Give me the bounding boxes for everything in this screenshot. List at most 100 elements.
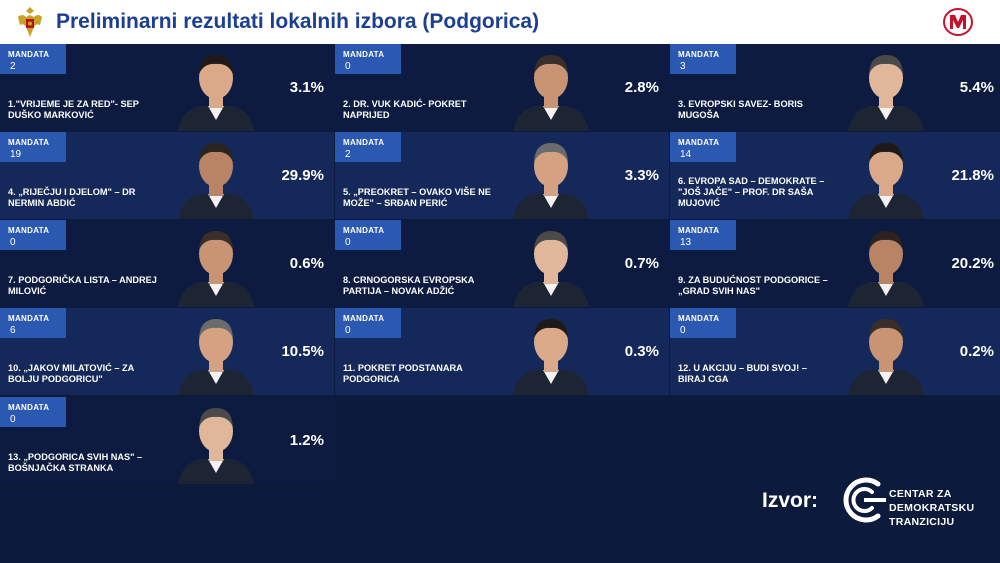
mandate-box: MANDATA 3	[670, 44, 736, 74]
candidate-photo	[513, 143, 589, 219]
candidate-photo	[178, 55, 254, 131]
party-name: 3. EVROPSKI SAVEZ- BORIS MUGOŠA	[678, 99, 803, 120]
mandate-label: MANDATA	[8, 138, 50, 147]
vote-percentage: 3.3%	[624, 167, 659, 184]
vote-percentage: 0.2%	[959, 343, 994, 360]
result-card: MANDATA 0 2. DR. VUK KADIĆ- POKRET NAPRIJE…	[335, 44, 669, 131]
vote-percentage: 0.3%	[624, 343, 659, 360]
mandate-count: 0	[345, 237, 351, 248]
mandate-count: 0	[345, 61, 351, 72]
mandate-count: 13	[680, 237, 692, 248]
mandate-label: MANDATA	[8, 403, 50, 412]
party-name: 4. „RIJEČJU I DJELOM" – DR NERMIN ABDIĆ	[8, 187, 136, 208]
vote-percentage: 1.2%	[289, 432, 324, 449]
mandate-count: 2	[10, 61, 16, 72]
party-name: 8. CRNOGORSKA EVROPSKA PARTIJA – NOVAK A…	[343, 275, 475, 296]
result-card: MANDATA 0 12. U AKCIJU – BUDI SVOJ! – BIRA…	[670, 308, 1000, 395]
source-label: Izvor:	[762, 489, 819, 512]
mandate-label: MANDATA	[678, 226, 720, 235]
mandate-label: MANDATA	[678, 138, 720, 147]
mandate-label: MANDATA	[678, 50, 720, 59]
mandate-label: MANDATA	[343, 226, 385, 235]
party-name: 12. U AKCIJU – BUDI SVOJ! – BIRAJ CGA	[678, 363, 807, 384]
party-name: 9. ZA BUDUĆNOST PODGORICE – „GRAD SVIH N…	[678, 275, 828, 296]
mandate-count: 3	[680, 61, 686, 72]
result-card: MANDATA 0 7. PODGORIČKA LISTA – ANDREJ MIL…	[0, 220, 334, 307]
party-name: 2. DR. VUK KADIĆ- POKRET NAPRIJED	[343, 99, 467, 120]
header-bar: Preliminarni rezultati lokalnih izbora (…	[0, 0, 1000, 44]
vote-percentage: 21.8%	[951, 167, 994, 184]
result-card: MANDATA 19 4. „RIJEČJU I DJELOM" – DR NERM…	[0, 132, 334, 219]
result-card: MANDATA 13 9. ZA BUDUĆNOST PODGORICE – „GR…	[670, 220, 1000, 307]
mandate-box: MANDATA 0	[0, 397, 66, 427]
party-name: 1."VRIJEME JE ZA RED"- SEP DUŠKO MARKOVI…	[8, 99, 139, 120]
candidate-photo	[513, 55, 589, 131]
mandate-box: MANDATA 0	[0, 220, 66, 250]
mandate-label: MANDATA	[678, 314, 720, 323]
vote-percentage: 5.4%	[959, 79, 994, 96]
mandate-label: MANDATA	[343, 314, 385, 323]
mandate-box: MANDATA 2	[0, 44, 66, 74]
mandate-count: 0	[680, 325, 686, 336]
party-name: 5. „PREOKRET – OVAKO VIŠE NE MOŽE" – SRĐ…	[343, 187, 491, 208]
montenegro-crest-icon	[18, 7, 42, 37]
mandate-box: MANDATA 2	[335, 132, 401, 162]
result-card: MANDATA 14 6. EVROPA SAD – DEMOKRATE – "JO…	[670, 132, 1000, 219]
result-card: MANDATA 2 5. „PREOKRET – OVAKO VIŠE NE MOŽ…	[335, 132, 669, 219]
mandate-label: MANDATA	[8, 50, 50, 59]
candidate-photo	[178, 231, 254, 307]
mandate-count: 14	[680, 149, 692, 160]
mandate-count: 19	[10, 149, 22, 160]
org-name-line-2: DEMOKRATSKU	[889, 502, 975, 514]
vote-percentage: 20.2%	[951, 255, 994, 272]
candidate-photo	[178, 408, 254, 484]
vote-percentage: 0.6%	[289, 255, 324, 272]
party-name: 10. „JAKOV MILATOVIĆ – ZA BOLJU PODGORIC…	[8, 363, 134, 384]
mandate-box: MANDATA 14	[670, 132, 736, 162]
mandate-label: MANDATA	[343, 138, 385, 147]
mandate-box: MANDATA 0	[670, 308, 736, 338]
brand-m-logo-icon	[943, 8, 973, 36]
candidate-photo	[848, 143, 924, 219]
mandate-count: 2	[345, 149, 351, 160]
mandate-count: 0	[10, 237, 16, 248]
candidate-photo	[178, 319, 254, 395]
mandate-count: 6	[10, 325, 16, 336]
mandate-box: MANDATA 19	[0, 132, 66, 162]
vote-percentage: 29.9%	[281, 167, 324, 184]
org-name-line-3: TRANZICIJU	[889, 516, 955, 528]
candidate-photo	[848, 319, 924, 395]
party-name: 13. „PODGORICA SVIH NAS" – BOŠNJAČKA STR…	[8, 452, 143, 473]
mandate-count: 0	[345, 325, 351, 336]
party-name: 6. EVROPA SAD – DEMOKRATE – "JOŠ JAČE" –…	[678, 176, 825, 208]
mandate-box: MANDATA 6	[0, 308, 66, 338]
mandate-box: MANDATA 13	[670, 220, 736, 250]
party-name: 7. PODGORIČKA LISTA – ANDREJ MILOVIĆ	[8, 275, 157, 296]
page-title: Preliminarni rezultati lokalnih izbora (…	[56, 10, 540, 33]
mandate-count: 0	[10, 414, 16, 425]
vote-percentage: 2.8%	[624, 79, 659, 96]
vote-percentage: 3.1%	[289, 79, 324, 96]
candidate-photo	[513, 231, 589, 307]
result-card: MANDATA 3 3. EVROPSKI SAVEZ- BORIS MUGOŠA 5…	[670, 44, 1000, 131]
result-card: MANDATA 0 8. CRNOGORSKA EVROPSKA PARTIJA –…	[335, 220, 669, 307]
org-name-line-1: CENTAR ZA	[889, 488, 952, 500]
result-card: MANDATA 0 13. „PODGORICA SVIH NAS" – BOŠNJ…	[0, 397, 334, 484]
result-card: MANDATA 6 10. „JAKOV MILATOVIĆ – ZA BOLJU …	[0, 308, 334, 395]
mandate-box: MANDATA 0	[335, 220, 401, 250]
vote-percentage: 10.5%	[281, 343, 324, 360]
result-card: MANDATA 0 11. POKRET PODSTANARA PODGORICA 0…	[335, 308, 669, 395]
result-card: MANDATA 2 1."VRIJEME JE ZA RED"- SEP DUŠKO…	[0, 44, 334, 131]
cdt-logo-icon	[843, 477, 886, 523]
candidate-photo	[178, 143, 254, 219]
candidate-photo	[848, 55, 924, 131]
mandate-label: MANDATA	[8, 314, 50, 323]
vote-percentage: 0.7%	[624, 255, 659, 272]
mandate-box: MANDATA 0	[335, 44, 401, 74]
mandate-label: MANDATA	[343, 50, 385, 59]
mandate-box: MANDATA 0	[335, 308, 401, 338]
party-name: 11. POKRET PODSTANARA PODGORICA	[343, 363, 463, 384]
candidate-photo	[848, 231, 924, 307]
mandate-label: MANDATA	[8, 226, 50, 235]
candidate-photo	[513, 319, 589, 395]
